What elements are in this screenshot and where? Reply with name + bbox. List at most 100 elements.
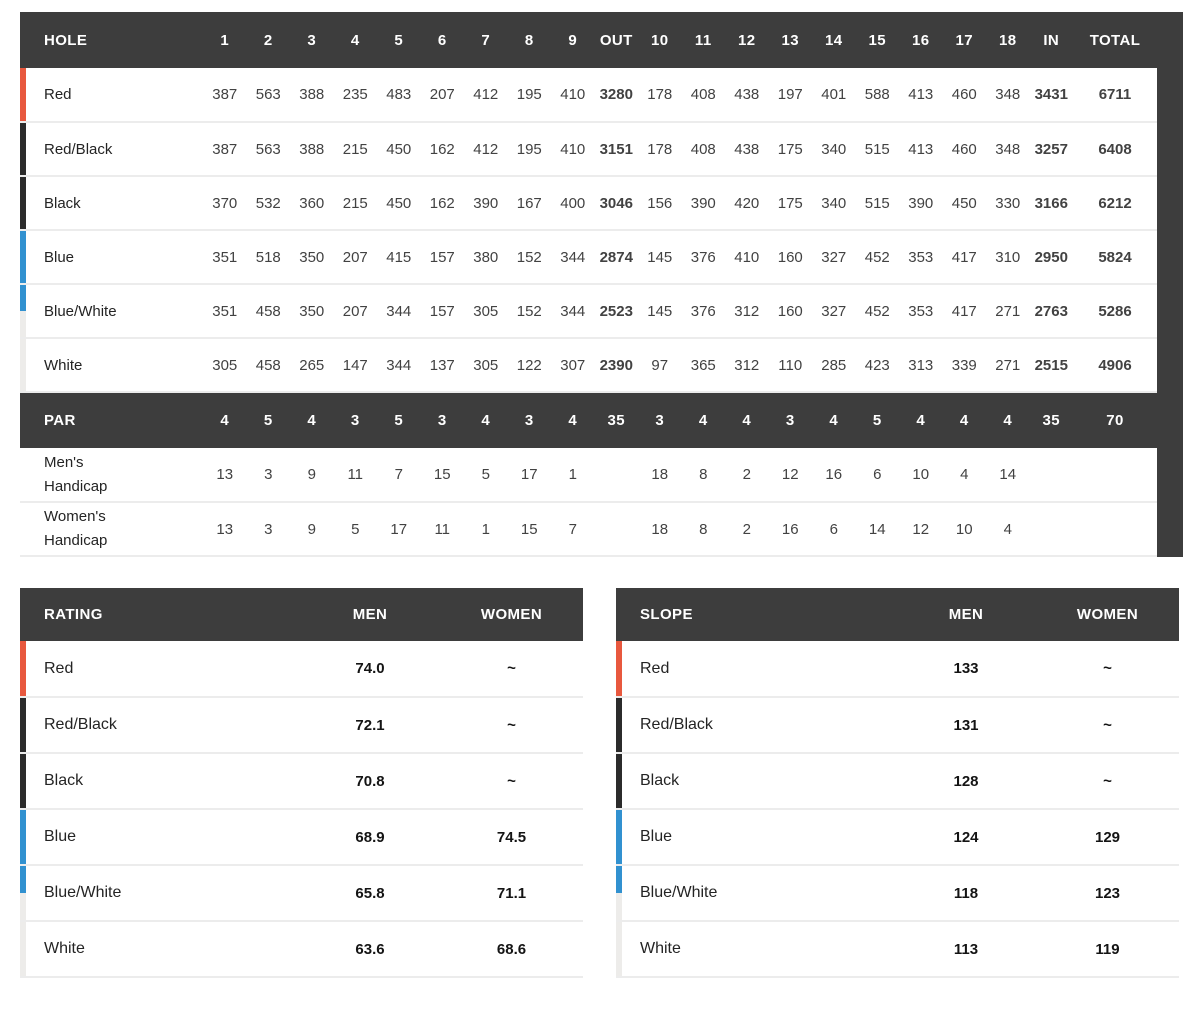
rating-table-women-value: ~: [440, 753, 583, 810]
handicap-cell: 18: [651, 520, 669, 538]
par-cell: 3: [638, 392, 682, 448]
tee-row-white: White 305 458 265 147 344 137 305 122 307 2390 97 36…: [20, 338, 1157, 392]
tee-name-cell: Red: [616, 641, 896, 698]
score-cell: 515: [864, 140, 890, 158]
tee-name-cell: Red: [20, 68, 203, 122]
rating-table-row-blue-white: Blue/White 65.8 71.1: [20, 865, 583, 922]
score-cell: 3431: [1034, 86, 1068, 103]
tee-color-bar: [20, 177, 26, 229]
score-cell: 265: [299, 356, 325, 374]
score-cell: 460: [951, 86, 977, 103]
rating-slope-section: RATING MEN WOMEN Red 74.0 ~ Red/Black 72.1 ~ Blac…: [20, 588, 1183, 978]
score-cell: 156: [647, 194, 673, 212]
hole-header-cell: 9: [551, 12, 595, 68]
rating-table-men-value: 63.6: [300, 921, 440, 978]
tee-name-label: Black: [44, 772, 84, 789]
rating-table-container: RATING MEN WOMEN Red 74.0 ~ Red/Black 72.1 ~ Blac…: [20, 588, 583, 978]
rating-table-header: RATING MEN WOMEN: [20, 588, 583, 641]
score-cell: 195: [516, 86, 542, 103]
score-cell: 330: [995, 194, 1021, 212]
slope-table-women-value: ~: [1036, 697, 1179, 754]
score-cell: 327: [821, 248, 847, 266]
rating-table-men-value: 74.0: [300, 641, 440, 698]
handicap-cell: 2: [742, 520, 751, 538]
tee-name-label: Blue/White: [44, 884, 122, 901]
hole-header-cell: TOTAL: [1073, 12, 1157, 68]
handicap-cell: 8: [699, 520, 708, 538]
score-cell: 271: [995, 302, 1021, 320]
handicap-label-cell: Men's Handicap: [20, 448, 203, 502]
handicap-cell: 16: [781, 520, 799, 538]
score-cell: 563: [255, 140, 281, 158]
score-cell: 370: [212, 194, 238, 212]
slope-table-header: SLOPE MEN WOMEN: [616, 588, 1179, 641]
score-cell: 423: [864, 356, 890, 374]
tee-name-label: White: [44, 940, 85, 957]
par-cell: 4: [464, 392, 508, 448]
score-cell: 6711: [1098, 86, 1132, 103]
tee-name-label: Red: [44, 659, 74, 677]
score-cell: 348: [995, 86, 1021, 103]
score-cell: 348: [995, 140, 1021, 158]
score-cell: 388: [299, 140, 325, 158]
hole-header-cell: 14: [812, 12, 856, 68]
score-cell: 235: [342, 86, 368, 103]
slope-table-men-value: 133: [896, 641, 1036, 698]
score-cell: 307: [560, 356, 586, 374]
tee-name-label: Blue: [44, 248, 75, 266]
score-cell: 450: [386, 194, 412, 212]
slope-table-men-value: 124: [896, 809, 1036, 866]
score-cell: 412: [473, 86, 499, 103]
score-cell: 310: [995, 248, 1021, 266]
tee-color-bar: [20, 754, 26, 808]
handicap-cell: 14: [999, 466, 1017, 483]
score-cell: 344: [560, 248, 586, 266]
score-cell: 3257: [1034, 140, 1068, 158]
tee-color-bar: [20, 922, 26, 976]
score-cell: 110: [778, 356, 803, 374]
score-cell: 376: [690, 302, 716, 320]
score-cell: 162: [429, 140, 455, 158]
slope-table-container: SLOPE MEN WOMEN Red 133 ~ Red/Black 131 ~ Black 12…: [616, 588, 1179, 978]
tee-name-cell: Red/Black: [20, 122, 203, 176]
hole-header-cell: 6: [420, 12, 464, 68]
score-cell: 387: [212, 140, 238, 158]
tee-name-cell: Blue/White: [616, 865, 896, 922]
score-cell: 175: [777, 140, 803, 158]
score-cell: 460: [951, 140, 977, 158]
tee-name-cell: Blue: [616, 809, 896, 866]
hole-header-cell: 18: [986, 12, 1030, 68]
rating-table-women-value: ~: [440, 641, 583, 698]
tee-name-cell: Red/Black: [20, 697, 300, 754]
score-cell: 417: [951, 248, 977, 266]
handicap-cell: 2: [742, 466, 751, 483]
mens-handicap-row: Men's Handicap 13 3 9 11 7 15 5 17 1 18 8 2 12 16 6 10 4 1…: [20, 448, 1157, 502]
tee-name-cell: White: [20, 921, 300, 978]
handicap-cell: 9: [307, 466, 316, 483]
handicap-cell: 7: [568, 520, 577, 538]
score-cell: 438: [734, 86, 760, 103]
score-cell: 351: [212, 302, 238, 320]
par-cell: 4: [725, 392, 769, 448]
score-cell: 532: [255, 194, 281, 212]
score-cell: 3046: [599, 194, 633, 212]
tee-name-label: Black: [640, 772, 680, 789]
score-cell: 410: [560, 140, 586, 158]
score-cell: 2523: [599, 302, 633, 320]
score-cell: 3151: [599, 140, 633, 158]
rating-table-row-red-black: Red/Black 72.1 ~: [20, 697, 583, 754]
par-cell: 35: [594, 392, 638, 448]
score-cell: 312: [734, 356, 760, 374]
rating-table-row-blue: Blue 68.9 74.5: [20, 809, 583, 866]
hole-header-cell: 15: [855, 12, 899, 68]
score-cell: 408: [690, 86, 716, 103]
tee-name-label: Blue/White: [44, 302, 117, 320]
slope-table-men-value: 113: [896, 921, 1036, 978]
rating-table-men-value: 70.8: [300, 753, 440, 810]
score-cell: 327: [821, 302, 847, 320]
tee-color-bar: [616, 922, 622, 976]
score-cell: 344: [560, 302, 586, 320]
score-cell: 152: [516, 302, 542, 320]
score-cell: 413: [908, 140, 934, 158]
score-cell: 152: [516, 248, 542, 266]
